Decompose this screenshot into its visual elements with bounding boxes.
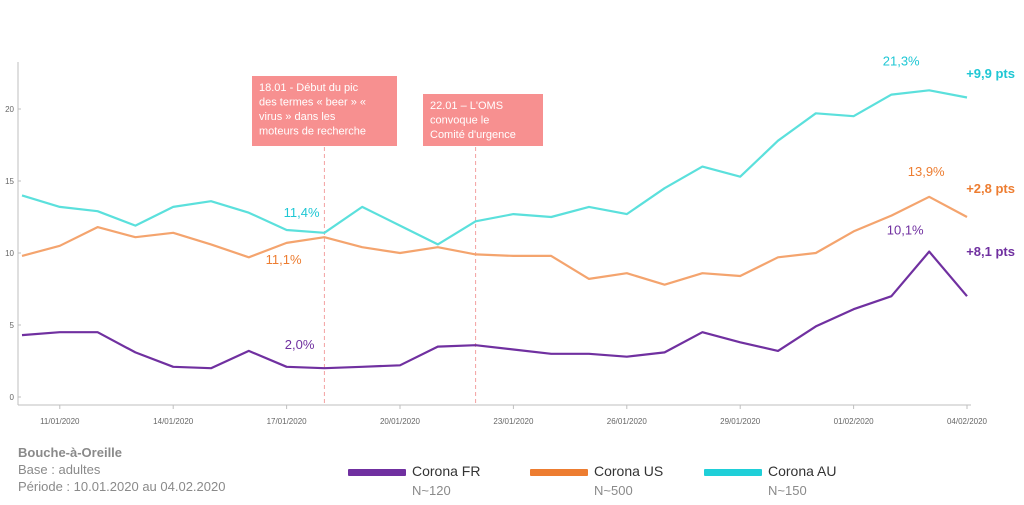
annotation-text: Comité d'urgence — [430, 129, 516, 141]
y-tick-label: 0 — [10, 393, 15, 402]
legend-label-fr: Corona FR — [412, 463, 481, 479]
data-label: 10,1% — [887, 223, 924, 238]
legend-n-us: N~500 — [594, 483, 633, 498]
period-text: Période : 10.01.2020 au 04.02.2020 — [18, 479, 226, 494]
data-label: 2,0% — [285, 337, 315, 352]
legend-swatch-fr — [348, 468, 406, 476]
annotation-box — [423, 94, 543, 146]
footer: Bouche-à-Oreille Base : adultes Période … — [18, 444, 225, 495]
data-label: 11,1% — [266, 252, 302, 267]
legend-swatch-us — [530, 468, 588, 476]
x-tick-label: 04/02/2020 — [947, 417, 988, 426]
legend-item-fr: Corona FR N~120 — [348, 463, 480, 498]
annotation-text: virus » dans les — [259, 111, 336, 123]
legend-n-fr: N~120 — [412, 483, 451, 498]
legend-swatch-au — [704, 468, 762, 476]
x-tick-label: 01/02/2020 — [834, 417, 875, 426]
data-label: 13,9% — [908, 164, 945, 179]
annotation-text: 22.01 – L'OMS — [430, 100, 503, 112]
x-tick-label: 11/01/2020 — [40, 417, 80, 426]
data-label: 11,4% — [284, 205, 320, 220]
delta-label: +8,1 pts — [966, 244, 1015, 259]
annotation-text: 18.01 - Début du pic — [259, 82, 359, 94]
x-tick-label: 23/01/2020 — [493, 417, 534, 426]
delta-label: +2,8 pts — [966, 181, 1015, 196]
data-label: 21,3% — [883, 53, 920, 68]
chart-title: Bouche-à-Oreille — [18, 445, 123, 460]
y-tick-label: 15 — [5, 177, 14, 186]
y-tick-label: 5 — [10, 321, 15, 330]
series-line-corona-us — [21, 195, 968, 286]
base-text: Base : adultes — [18, 462, 101, 477]
line-chart: 0 5 10 15 20 11/01/2020 14/01/2020 17/01/2020 20… — [5, 53, 1015, 426]
y-tick-label: 10 — [5, 249, 14, 258]
annotation-box — [252, 76, 397, 146]
legend-item-us: Corona US N~500 — [530, 463, 663, 498]
x-tick-label: 29/01/2020 — [720, 417, 761, 426]
series-line-corona-fr — [21, 250, 968, 370]
x-tick-label: 20/01/2020 — [380, 417, 421, 426]
x-tick-label: 14/01/2020 — [153, 417, 194, 426]
series-line-corona-au — [21, 89, 968, 246]
x-tick-label: 26/01/2020 — [607, 417, 648, 426]
legend-n-au: N~150 — [768, 483, 807, 498]
annotation-text: convoque le — [430, 115, 489, 127]
x-tick-label: 17/01/2020 — [267, 417, 308, 426]
delta-label: +9,9 pts — [966, 66, 1015, 81]
y-tick-label: 20 — [5, 105, 14, 114]
annotation-text: des termes « beer » « — [259, 97, 366, 109]
legend-label-us: Corona US — [594, 463, 664, 479]
legend-label-au: Corona AU — [768, 463, 837, 479]
legend-item-au: Corona AU N~150 — [704, 463, 836, 498]
annotation-text: moteurs de recherche — [259, 126, 366, 138]
